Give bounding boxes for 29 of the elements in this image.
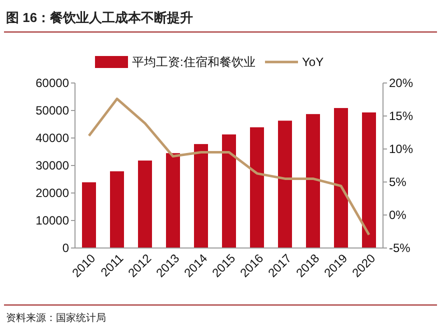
y2-tick-label: 20% [389,76,414,90]
y-tick-label: 0 [62,241,70,256]
text: 资料来源：国家统计局 [6,312,106,324]
y-tick-label: 40000 [36,131,70,146]
chart-title: 图 16：餐饮业人工成本不断提升 [6,10,194,25]
bar [250,127,264,248]
bar [222,134,236,248]
y2-tick-label: 10% [389,142,414,156]
y2-tick-label: 0% [389,208,407,222]
y2-tick-label: 5% [389,175,407,190]
bar [166,153,180,248]
bar [334,108,348,248]
legend-label: YoY [302,55,324,70]
bar [306,114,320,248]
bar [278,120,292,248]
y-tick-label: 60000 [36,76,70,90]
y-tick-label: 50000 [36,104,70,118]
line-series [88,98,370,236]
y-tick-label: 30000 [36,158,70,173]
bar [194,144,208,248]
legend-label: 平均工资:住宿和餐饮业 [132,55,256,70]
y-tick-label: 20000 [36,186,70,200]
bar [110,171,124,248]
bar [362,112,376,248]
bar [82,182,96,248]
y2-tick-label: -5% [389,241,411,256]
y2-tick-label: 15% [389,109,414,124]
bar [138,160,152,248]
y-tick-label: 10000 [36,214,70,228]
